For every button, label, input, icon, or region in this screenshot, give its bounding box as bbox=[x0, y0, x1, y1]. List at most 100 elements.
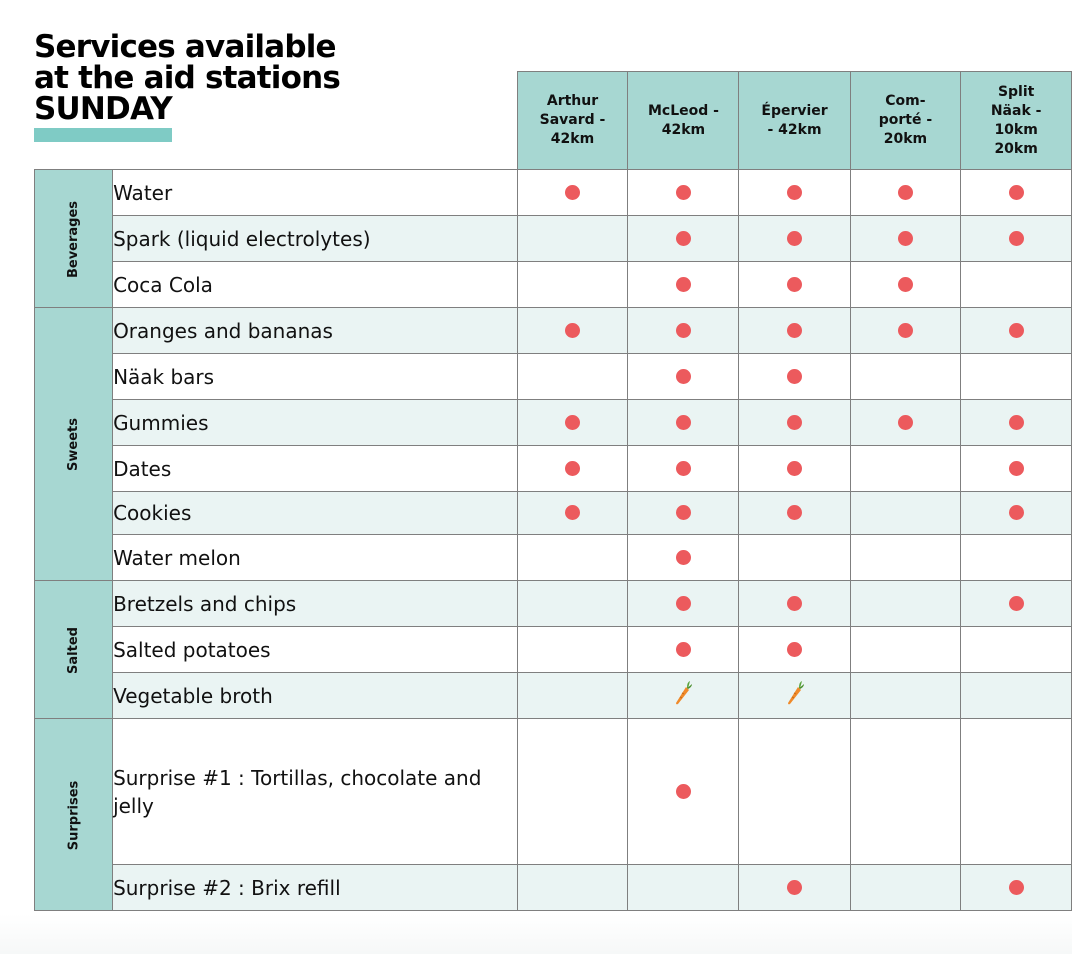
availability-cell-station-1 bbox=[516, 580, 629, 627]
header-spacer-item bbox=[113, 72, 517, 170]
availability-cell-station-4 bbox=[849, 445, 962, 492]
availability-cell-station-3 bbox=[738, 626, 851, 673]
category-label: Sweets bbox=[66, 418, 82, 471]
availability-cell-station-2 bbox=[627, 672, 740, 719]
available-dot-icon bbox=[565, 460, 580, 476]
station-header-row: Arthur Savard - 42km McLeod - 42km Épervie… bbox=[35, 71, 1072, 170]
availability-cell-station-3 bbox=[738, 580, 851, 627]
availability-cell-station-2 bbox=[627, 353, 740, 400]
aid-station-services-table: Arthur Savard - 42km McLeod - 42km Épervie… bbox=[33, 71, 1072, 911]
available-dot-icon bbox=[897, 230, 913, 246]
availability-cell-station-5 bbox=[960, 534, 1072, 581]
item-label: Bretzels and chips bbox=[112, 580, 518, 627]
availability-cell-station-4 bbox=[849, 718, 962, 865]
available-dot-icon bbox=[787, 595, 803, 611]
available-dot-icon bbox=[675, 549, 691, 565]
station-header-3: Épervier - 42km bbox=[738, 71, 851, 170]
availability-cell-station-3 bbox=[738, 718, 851, 865]
availability-cell-station-4 bbox=[849, 864, 962, 911]
availability-cell-station-5 bbox=[960, 169, 1072, 216]
table-row: Salted Bretzels and chips bbox=[33, 580, 1072, 719]
availability-cell-station-5 bbox=[960, 307, 1072, 354]
availability-cell-station-4 bbox=[849, 353, 962, 400]
table-row: Cookies bbox=[35, 491, 1072, 535]
station-header-1: Arthur Savard - 42km bbox=[516, 71, 629, 170]
availability-cell-station-4 bbox=[849, 261, 962, 308]
available-dot-icon bbox=[897, 184, 913, 200]
availability-cell-station-4 bbox=[849, 307, 962, 354]
available-dot-icon bbox=[565, 414, 580, 430]
carrot-icon bbox=[673, 680, 693, 711]
availability-cell-station-2 bbox=[627, 261, 740, 308]
carrot-icon bbox=[785, 680, 805, 711]
table-row: Surprise #2 : Brix refill bbox=[35, 864, 1072, 911]
title-line-2: at the aid stations bbox=[34, 60, 341, 96]
services-table-body: Beverages Water Spark (liquid electrolytes… bbox=[33, 169, 1072, 911]
availability-cell-station-5 bbox=[960, 580, 1072, 627]
availability-cell-station-5 bbox=[960, 718, 1072, 865]
available-dot-icon bbox=[787, 879, 803, 895]
available-dot-icon bbox=[1008, 230, 1024, 246]
table-row: Näak bars bbox=[35, 353, 1072, 400]
availability-cell-station-1 bbox=[516, 169, 629, 216]
availability-cell-station-3 bbox=[738, 864, 851, 911]
category-cell-beverages: Beverages bbox=[33, 169, 114, 308]
available-dot-icon bbox=[675, 414, 691, 430]
availability-cell-station-1 bbox=[516, 534, 629, 581]
station-header-5: Split Näak - 10km 20km bbox=[960, 71, 1072, 170]
table-row: Salted potatoes bbox=[35, 626, 1072, 673]
availability-cell-station-4 bbox=[849, 215, 962, 262]
station-header-4: Com- porté - 20km bbox=[849, 71, 962, 170]
available-dot-icon bbox=[787, 322, 803, 338]
availability-cell-station-3 bbox=[738, 534, 851, 581]
available-dot-icon bbox=[1008, 322, 1024, 338]
available-dot-icon bbox=[675, 368, 691, 384]
available-dot-icon bbox=[565, 184, 580, 200]
availability-cell-station-2 bbox=[627, 399, 740, 446]
item-label: Spark (liquid electrolytes) bbox=[112, 215, 518, 262]
availability-cell-station-3 bbox=[738, 491, 851, 535]
item-label: Oranges and bananas bbox=[112, 307, 518, 354]
table-row: Dates bbox=[35, 445, 1072, 492]
available-dot-icon bbox=[1008, 879, 1024, 895]
available-dot-icon bbox=[675, 783, 691, 799]
category-label: Surprises bbox=[66, 780, 82, 850]
availability-cell-station-2 bbox=[627, 307, 740, 354]
header-spacer-category bbox=[35, 72, 113, 170]
availability-cell-station-4 bbox=[849, 534, 962, 581]
table-row: Water melon bbox=[35, 534, 1072, 581]
availability-cell-station-4 bbox=[849, 491, 962, 535]
item-label: Vegetable broth bbox=[112, 672, 518, 719]
table-row: Vegetable broth bbox=[35, 672, 1072, 719]
title-accent-bar bbox=[34, 128, 172, 142]
availability-cell-station-1 bbox=[516, 445, 629, 492]
availability-cell-station-5 bbox=[960, 353, 1072, 400]
availability-cell-station-3 bbox=[738, 169, 851, 216]
availability-cell-station-1 bbox=[516, 626, 629, 673]
availability-cell-station-1 bbox=[516, 307, 629, 354]
availability-cell-station-2 bbox=[627, 626, 740, 673]
availability-cell-station-5 bbox=[960, 491, 1072, 535]
available-dot-icon bbox=[675, 641, 691, 657]
availability-cell-station-3 bbox=[738, 672, 851, 719]
available-dot-icon bbox=[675, 322, 691, 338]
table-row: Gummies bbox=[35, 399, 1072, 446]
item-label: Näak bars bbox=[112, 353, 518, 400]
availability-cell-station-4 bbox=[849, 580, 962, 627]
availability-cell-station-2 bbox=[627, 169, 740, 216]
available-dot-icon bbox=[897, 322, 913, 338]
item-label: Cookies bbox=[112, 491, 518, 535]
available-dot-icon bbox=[1008, 184, 1024, 200]
availability-cell-station-1 bbox=[516, 491, 629, 535]
availability-cell-station-4 bbox=[849, 626, 962, 673]
category-label: Salted bbox=[66, 626, 82, 674]
available-dot-icon bbox=[787, 230, 803, 246]
table-row: Beverages Water bbox=[33, 169, 1072, 308]
available-dot-icon bbox=[787, 414, 803, 430]
available-dot-icon bbox=[787, 641, 803, 657]
station-header-2: McLeod - 42km bbox=[627, 71, 740, 170]
availability-cell-station-3 bbox=[738, 445, 851, 492]
availability-cell-station-1 bbox=[516, 261, 629, 308]
available-dot-icon bbox=[675, 276, 691, 292]
availability-cell-station-5 bbox=[960, 864, 1072, 911]
